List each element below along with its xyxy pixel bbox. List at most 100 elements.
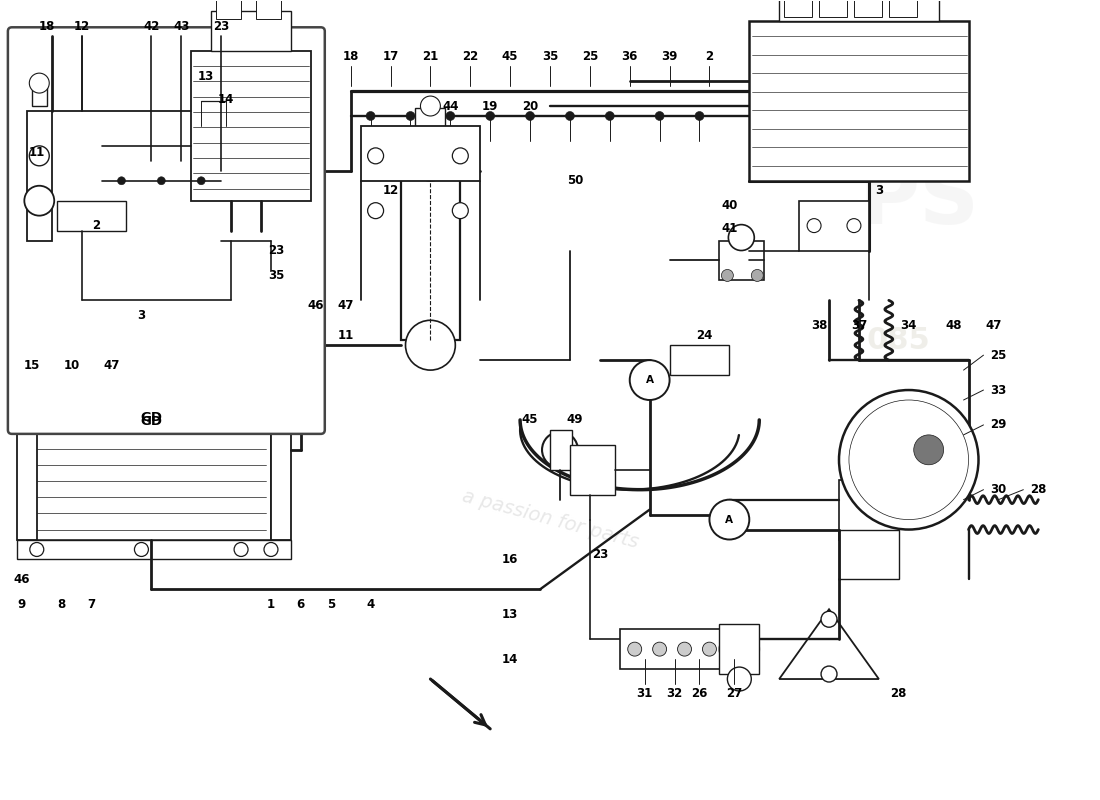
Text: 23: 23 [592, 548, 608, 561]
FancyBboxPatch shape [8, 27, 324, 434]
Circle shape [75, 218, 89, 233]
Text: 30: 30 [990, 483, 1006, 496]
Circle shape [864, 415, 954, 505]
Bar [719, 241, 764, 281]
Circle shape [719, 630, 759, 669]
Text: 15: 15 [23, 358, 40, 372]
Text: 45: 45 [521, 414, 538, 426]
Circle shape [24, 186, 54, 216]
Circle shape [854, 405, 964, 514]
Text: 2: 2 [92, 219, 100, 232]
Text: 5: 5 [327, 598, 334, 610]
Circle shape [847, 218, 861, 233]
Text: 23: 23 [213, 20, 229, 33]
Circle shape [367, 148, 384, 164]
Text: A: A [725, 514, 734, 525]
Text: 3: 3 [138, 309, 145, 322]
Bar [784, 0, 812, 18]
Circle shape [157, 177, 165, 185]
Text: 13: 13 [198, 70, 214, 82]
Text: 9: 9 [18, 598, 26, 610]
Text: 28: 28 [1030, 483, 1046, 496]
Text: 46: 46 [13, 573, 30, 586]
Text: 33: 33 [990, 383, 1006, 397]
Text: 8: 8 [57, 598, 66, 610]
Text: 2: 2 [705, 50, 714, 62]
Text: GD: GD [141, 411, 163, 425]
Circle shape [652, 642, 667, 656]
Circle shape [703, 642, 716, 656]
Circle shape [406, 111, 415, 121]
Circle shape [821, 666, 837, 682]
Bar [889, 0, 916, 18]
Circle shape [452, 148, 469, 164]
Circle shape [452, 202, 469, 218]
Text: 47: 47 [986, 318, 1002, 332]
Circle shape [197, 177, 206, 185]
Circle shape [751, 270, 763, 282]
Bar [32, 241, 271, 539]
Circle shape [134, 542, 148, 557]
Text: 23: 23 [267, 244, 284, 257]
Text: 1: 1 [267, 598, 275, 610]
Circle shape [367, 202, 384, 218]
Text: 35: 35 [542, 50, 558, 62]
Text: 10: 10 [64, 358, 80, 372]
Bar [719, 624, 759, 674]
Text: 16: 16 [502, 553, 518, 566]
Text: 3: 3 [874, 184, 883, 198]
Bar [211, 11, 290, 51]
Circle shape [406, 131, 455, 181]
Circle shape [81, 206, 101, 226]
Bar [256, 0, 280, 19]
Circle shape [628, 642, 641, 656]
Circle shape [849, 400, 968, 519]
Circle shape [678, 642, 692, 656]
Circle shape [695, 111, 704, 121]
Circle shape [727, 667, 751, 691]
Bar [26, 111, 52, 241]
Circle shape [542, 432, 578, 468]
Circle shape [234, 542, 249, 557]
Bar [217, 0, 241, 19]
Circle shape [914, 435, 944, 465]
Circle shape [873, 425, 944, 494]
Bar [749, 22, 968, 181]
Text: 44: 44 [442, 99, 459, 113]
Text: 12: 12 [74, 20, 90, 33]
Text: 18: 18 [342, 50, 359, 62]
Bar [839, 480, 899, 539]
Circle shape [30, 146, 50, 166]
Text: 14: 14 [502, 653, 518, 666]
Text: 26: 26 [691, 687, 707, 701]
Bar [16, 216, 290, 241]
Text: 45: 45 [502, 50, 518, 62]
Bar [619, 630, 739, 669]
Circle shape [656, 111, 664, 121]
Text: 25: 25 [990, 349, 1006, 362]
Circle shape [565, 111, 574, 121]
Text: 4: 4 [366, 598, 375, 610]
Text: 28: 28 [891, 687, 908, 701]
Circle shape [839, 390, 979, 530]
Text: 6: 6 [297, 598, 305, 610]
Circle shape [264, 542, 278, 557]
Bar [839, 530, 899, 579]
Text: 50: 50 [566, 174, 583, 187]
Text: 47: 47 [103, 358, 120, 372]
Circle shape [118, 177, 125, 185]
Text: 31: 31 [637, 687, 652, 701]
Bar [16, 539, 290, 559]
Text: 37: 37 [850, 318, 867, 332]
Text: 11: 11 [29, 146, 45, 159]
Circle shape [446, 111, 454, 121]
Bar [57, 201, 126, 230]
Text: 48: 48 [945, 318, 961, 332]
Circle shape [526, 111, 535, 121]
Bar [550, 430, 572, 470]
Text: PS: PS [858, 160, 979, 241]
Circle shape [722, 270, 734, 282]
Text: 14: 14 [218, 93, 234, 106]
Text: 29: 29 [990, 418, 1006, 431]
Bar [400, 161, 460, 340]
